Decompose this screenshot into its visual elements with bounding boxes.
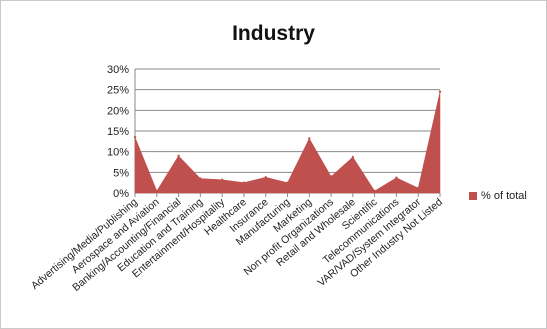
data-point xyxy=(155,189,158,193)
y-tick-label: 0% xyxy=(113,188,129,200)
data-point xyxy=(373,189,376,193)
chart-title: Industry xyxy=(232,22,315,45)
data-point xyxy=(220,178,224,181)
y-tick-label: 20% xyxy=(107,105,129,117)
data-point xyxy=(438,90,442,93)
data-point xyxy=(242,181,246,184)
legend-label: % of total xyxy=(481,190,527,202)
data-point xyxy=(286,181,289,184)
y-tick-label: 5% xyxy=(113,167,129,179)
data-point xyxy=(417,186,420,190)
data-point xyxy=(264,176,267,179)
data-point xyxy=(351,155,355,159)
y-tick-label: 10% xyxy=(107,147,129,159)
y-tick-label: 25% xyxy=(107,85,129,97)
data-point xyxy=(177,154,180,157)
area-series xyxy=(134,91,441,194)
legend-swatch xyxy=(469,192,477,200)
y-tick-label: 30% xyxy=(107,64,129,76)
data-point xyxy=(133,136,137,139)
y-tick-label: 15% xyxy=(107,126,129,138)
data-point xyxy=(199,177,202,180)
data-point xyxy=(308,137,311,140)
data-point xyxy=(329,175,333,178)
legend: % of total xyxy=(469,190,527,202)
data-point xyxy=(395,176,398,179)
